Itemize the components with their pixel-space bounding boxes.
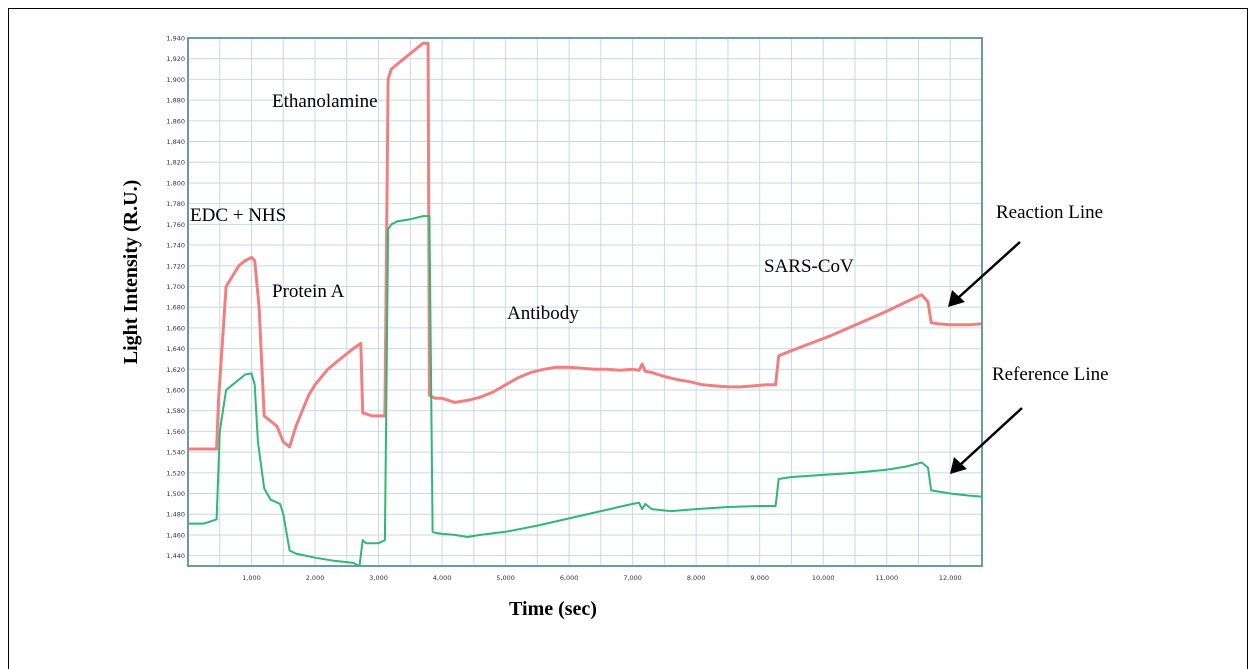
x-tick-labels: 1,000 2,000 3,000 4,000 5,000 6,000 7,000 8,000… [242,574,961,582]
chart: 1,000 2,000 3,000 4,000 5,000 6,000 7,000 8,000… [120,35,1109,621]
grid [188,37,982,566]
y-tick-label: 1,560 [166,428,185,436]
annotation-reference-line: Reference Line [992,364,1109,385]
x-tick-label: 1,000 [242,574,261,582]
x-tick-label: 7,000 [623,574,642,582]
x-tick-label: 12,000 [939,574,962,582]
y-tick-label: 1,780 [166,200,185,208]
y-tick-label: 1,640 [166,345,185,353]
y-tick-label: 1,880 [166,97,185,105]
plot-area [187,37,983,567]
y-tick-labels: 1,440 1,460 1,480 1,500 1,520 1,540 1,560 1,580… [166,35,185,561]
annotation-edc-nhs: EDC + NHS [190,205,286,226]
y-tick-label: 1,800 [166,179,185,187]
y-tick-label: 1,480 [166,511,185,519]
y-tick-label: 1,740 [166,242,185,250]
annotation-sars-cov: SARS-CoV [764,256,854,277]
x-tick-label: 3,000 [369,574,388,582]
reaction-line-series [188,41,983,451]
x-tick-label: 11,000 [875,574,898,582]
figure-frame [8,8,1248,669]
x-tick-label: 5,000 [496,574,515,582]
reference-line-series [188,215,983,567]
y-tick-label: 1,860 [166,117,185,125]
y-axis-label: Light Intensity (R.U.) [120,180,142,364]
y-tick-label: 1,620 [166,366,185,374]
y-tick-label: 1,900 [166,76,185,84]
y-tick-label: 1,660 [166,324,185,332]
y-tick-label: 1,920 [166,55,185,63]
y-tick-label: 1,940 [166,35,185,43]
series-lines [188,41,983,567]
y-tick-label: 1,460 [166,531,185,539]
annotation-ethanolamine: Ethanolamine [272,91,378,112]
x-tick-label: 2,000 [306,574,325,582]
annotation-reaction-line: Reaction Line [996,202,1103,223]
y-tick-label: 1,520 [166,469,185,477]
x-tick-label: 9,000 [750,574,769,582]
y-tick-label: 1,680 [166,304,185,312]
annotation-protein-a: Protein A [272,281,345,302]
y-tick-label: 1,840 [166,138,185,146]
x-axis-label: Time (sec) [509,598,597,620]
y-tick-label: 1,700 [166,283,185,291]
reference-line-arrow [950,407,1023,474]
reaction-line-arrow [948,241,1021,307]
y-tick-label: 1,580 [166,407,185,415]
y-tick-label: 1,820 [166,159,185,167]
y-tick-label: 1,440 [166,552,185,560]
y-tick-label: 1,540 [166,449,185,457]
x-tick-label: 4,000 [433,574,452,582]
y-tick-label: 1,500 [166,490,185,498]
x-tick-label: 6,000 [560,574,579,582]
x-tick-label: 8,000 [687,574,706,582]
y-tick-label: 1,600 [166,387,185,395]
y-tick-label: 1,760 [166,221,185,229]
x-tick-label: 10,000 [812,574,835,582]
y-tick-label: 1,720 [166,262,185,270]
annotation-antibody: Antibody [507,303,579,324]
